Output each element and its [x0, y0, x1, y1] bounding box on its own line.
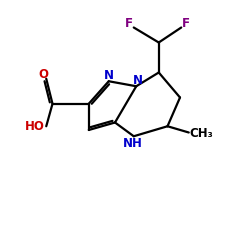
Text: F: F: [182, 17, 190, 30]
Text: N: N: [104, 69, 114, 82]
Text: F: F: [125, 17, 133, 30]
Text: HO: HO: [25, 120, 45, 133]
Text: O: O: [38, 68, 48, 81]
Text: CH₃: CH₃: [190, 127, 213, 140]
Text: NH: NH: [122, 137, 142, 150]
Text: N: N: [132, 74, 142, 87]
